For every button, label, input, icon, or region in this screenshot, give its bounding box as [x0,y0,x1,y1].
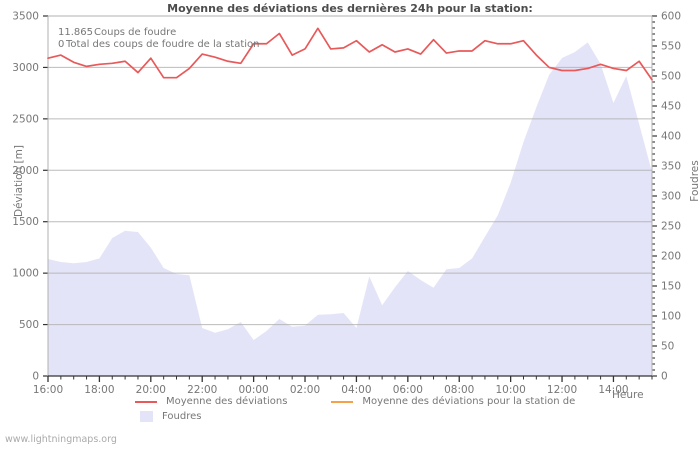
x-axis-label: Heure [612,389,644,401]
y-axis-label-right: Foudres [689,160,700,202]
footer-attribution: www.lightningmaps.org [5,434,117,445]
svg-text:11.865: 11.865 [58,27,93,38]
legend-label-deviation: Moyenne des déviations [166,396,288,407]
svg-text:600: 600 [661,11,681,23]
svg-text:Coups de foudre: Coups de foudre [94,27,176,38]
svg-text:100: 100 [661,311,681,323]
svg-text:02:00: 02:00 [290,384,320,396]
legend-line-icon-station-deviation [331,400,354,403]
svg-text:16:00: 16:00 [33,384,63,396]
svg-text:3500: 3500 [12,11,39,23]
legend-item-strikes: Foudres [135,411,201,422]
svg-text:550: 550 [661,41,681,53]
legend-label-station-deviation: Moyenne des déviations pour la station d… [362,396,576,407]
svg-text:2500: 2500 [12,113,39,125]
svg-text:150: 150 [661,281,681,293]
y-axis-label-left: Déviation [m] [13,145,25,217]
chart-title: Moyenne des déviations des dernières 24h… [167,2,533,15]
svg-text:250: 250 [661,221,681,233]
svg-text:18:00: 18:00 [84,384,114,396]
legend-item-station-deviation: Moyenne des déviations pour la station d… [331,396,575,407]
svg-text:50: 50 [661,341,674,353]
svg-text:0: 0 [661,371,668,383]
svg-text:0: 0 [32,371,39,383]
svg-text:3000: 3000 [12,62,39,74]
svg-text:2000: 2000 [12,165,39,177]
legend-item-deviation: Moyenne des déviations [135,396,287,407]
chart-legend: Moyenne des déviations Moyenne des dévia… [135,394,615,424]
svg-text:1500: 1500 [12,216,39,228]
legend-area-icon-strikes [140,411,153,422]
svg-text:Total des coups de foudre de l: Total des coups de foudre de la station [65,39,260,50]
svg-text:500: 500 [661,71,681,83]
svg-text:200: 200 [661,251,681,263]
svg-text:0: 0 [58,39,64,50]
legend-line-icon-deviation [135,400,157,403]
svg-text:500: 500 [19,319,39,331]
svg-text:04:00: 04:00 [341,384,371,396]
svg-text:350: 350 [661,161,681,173]
svg-text:00:00: 00:00 [238,384,268,396]
svg-text:20:00: 20:00 [136,384,166,396]
svg-text:22:00: 22:00 [187,384,217,396]
svg-text:400: 400 [661,131,681,143]
svg-text:300: 300 [661,191,681,203]
svg-text:1000: 1000 [12,268,39,280]
svg-text:06:00: 06:00 [393,384,423,396]
svg-text:450: 450 [661,101,681,113]
legend-label-strikes: Foudres [162,411,202,422]
svg-text:08:00: 08:00 [444,384,474,396]
svg-text:12:00: 12:00 [547,384,577,396]
svg-text:10:00: 10:00 [496,384,526,396]
svg-text:14:00: 14:00 [598,384,628,396]
